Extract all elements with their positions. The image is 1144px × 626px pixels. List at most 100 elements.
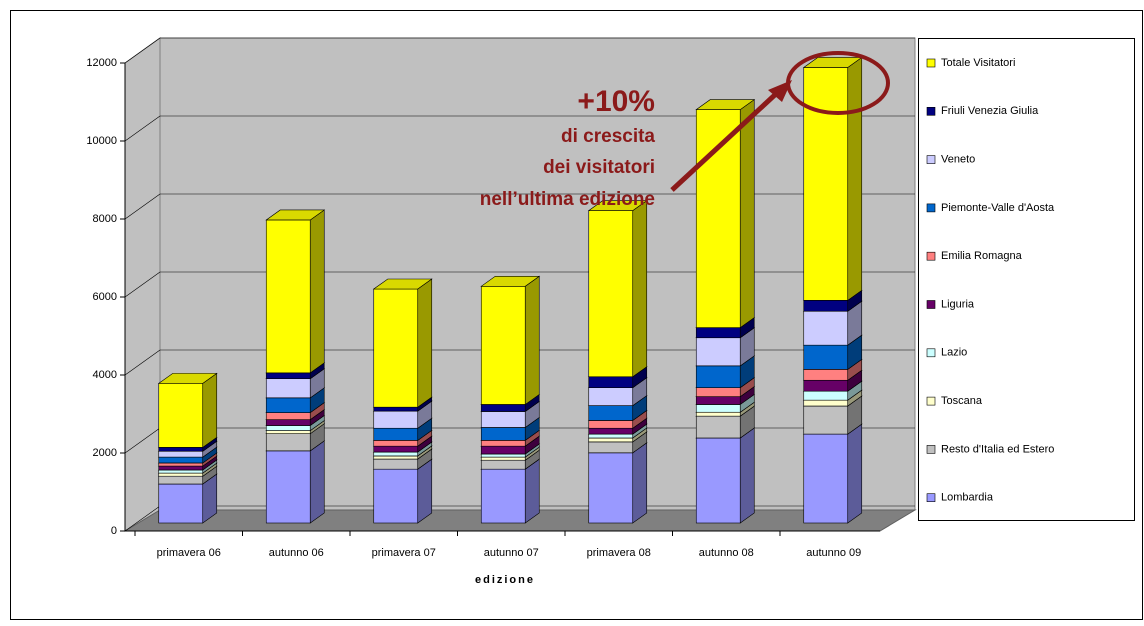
bar-side-shade [632, 442, 647, 523]
grid-line [124, 349, 161, 376]
bar-segment [588, 452, 634, 524]
x-tick-label: autunno 07 [484, 547, 539, 559]
bar-side-shade [202, 474, 217, 523]
bar-side-shade [847, 424, 862, 523]
bar-segment [695, 337, 741, 367]
annotation: dei visitatori [543, 157, 655, 178]
bar-segment [480, 459, 526, 470]
bar-top [157, 373, 218, 384]
legend-label: Resto d'Italia ed Estero [941, 443, 1054, 455]
bar-side-shade [740, 99, 755, 328]
legend-swatch [926, 348, 936, 358]
bar-segment [373, 458, 419, 470]
bar-side-shade [740, 406, 755, 438]
y-tick-label: 0 [111, 525, 117, 537]
bar-side-shade [632, 431, 647, 453]
legend-label: Emilia Romagna [941, 250, 1023, 262]
bar-segment [803, 310, 849, 346]
bar-segment [265, 372, 311, 380]
bar-segment [588, 420, 634, 429]
bar-segment [480, 411, 526, 428]
annotation: di crescita [561, 126, 655, 147]
plot [157, 56, 863, 524]
arrow [670, 90, 780, 192]
bar-side-shade [632, 424, 647, 438]
bar-segment [265, 397, 311, 413]
bar-side-shade [632, 395, 647, 421]
bar-segment [480, 440, 526, 447]
bar-segment [480, 404, 526, 412]
bar-segment [588, 441, 634, 454]
bar-segment [373, 427, 419, 441]
bar-side-shade [417, 445, 432, 460]
bar-side-shade [310, 387, 325, 413]
bar-segment [158, 383, 204, 448]
grid-line [124, 271, 161, 298]
grid-line [124, 115, 161, 142]
x-tick-label: autunno 06 [269, 547, 324, 559]
bar-side-shade [632, 366, 647, 388]
bar-segment [480, 285, 526, 405]
bar-segment [373, 468, 419, 524]
bar-side-shade [847, 370, 862, 392]
bar-top [695, 99, 756, 110]
bar-segment [480, 427, 526, 441]
legend-swatch [926, 107, 936, 116]
bar-side-shade [847, 57, 862, 301]
bar-side-shade [202, 452, 217, 467]
bar-segment [265, 425, 311, 431]
bar-side-shade [202, 373, 217, 448]
bar-segment [158, 475, 204, 485]
bar-side-shade [417, 442, 432, 456]
x-tick-label: autunno 09 [806, 547, 861, 559]
bar-segment [480, 445, 526, 455]
bar-side-shade [632, 427, 647, 442]
bar-segment [480, 453, 526, 458]
bar-side-shade [310, 368, 325, 398]
bar-segment [588, 427, 634, 435]
legend-swatch [926, 300, 936, 309]
bar-top [265, 209, 326, 221]
bar-segment [373, 440, 419, 447]
bar-side-shade [525, 436, 540, 454]
bar-segment [695, 415, 741, 439]
bar-segment [373, 451, 419, 457]
bar-side-shade [632, 410, 647, 429]
bar-side-shade [202, 437, 217, 452]
bar-segment [373, 445, 419, 453]
bar-segment [158, 472, 204, 477]
bar-side-shade [632, 200, 647, 377]
bar-side-shade [632, 377, 647, 406]
annotation: +10% [577, 85, 655, 118]
bar-segment [158, 465, 204, 471]
bar-side-shade [847, 335, 862, 370]
bar-side-shade [417, 436, 432, 453]
grid-line [124, 505, 161, 532]
bar-side-shade [310, 209, 325, 373]
bar-segment [158, 462, 204, 467]
grid-line [124, 193, 161, 220]
bar-side-shade [740, 402, 755, 417]
bar-top-shade [696, 99, 755, 110]
y-tick-label: 8000 [93, 213, 117, 225]
bar-top-shade [266, 209, 325, 220]
bar-segment [803, 369, 849, 381]
bar-segment [588, 387, 634, 406]
bar-segment [265, 419, 311, 426]
bar-segment [695, 437, 741, 524]
x-tick-label: primavera 07 [372, 547, 436, 559]
bar-side-shade [310, 362, 325, 379]
legend-swatch [926, 203, 936, 213]
bar-segment [695, 365, 741, 388]
bar-segment [265, 412, 311, 420]
bar-segment [158, 450, 204, 458]
legend-label: Piemonte-Valle d'Aosta [941, 202, 1055, 214]
bar-side-shade [740, 394, 755, 413]
bar-segment [803, 344, 849, 370]
bar-segment [803, 67, 849, 301]
bar-segment [373, 406, 419, 412]
y-tick-label: 4000 [93, 369, 117, 381]
legend-swatch [926, 155, 936, 164]
bar-side-shade [740, 427, 755, 523]
